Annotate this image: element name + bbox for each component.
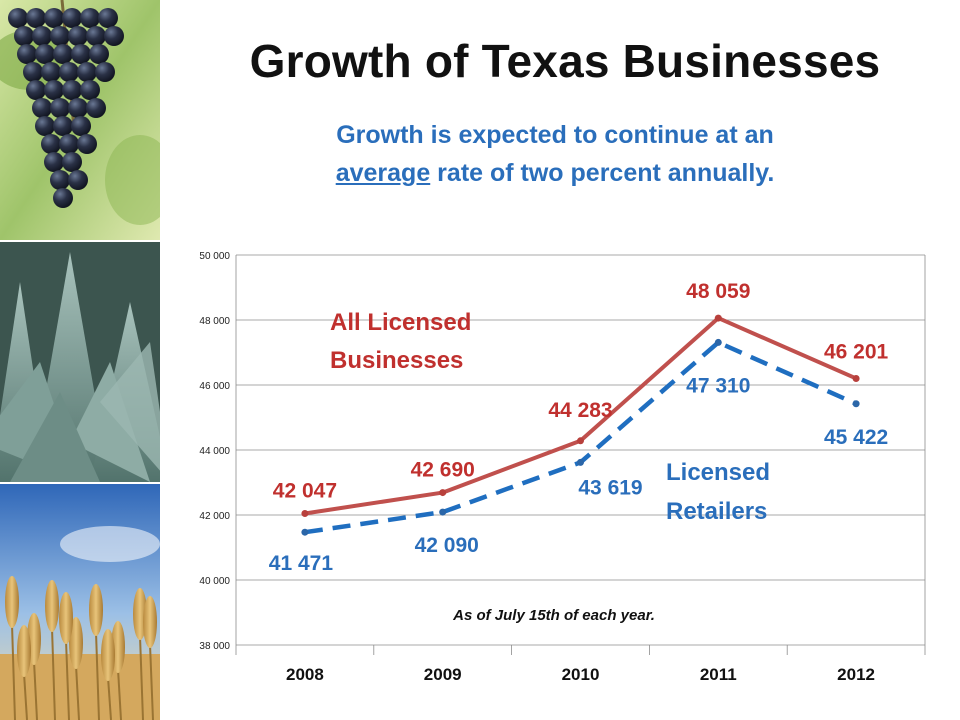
data-point-all-licensed (577, 437, 584, 445)
wheat-photo (0, 484, 160, 720)
data-point-all-licensed (439, 489, 447, 497)
data-label-licensed-retailers: 47 310 (686, 374, 750, 397)
data-labels: 42 047 42 690 44 283 48 059 46 201 41 471 42 0… (269, 280, 889, 575)
subtitle-line-1: Growth is expected to continue at an (336, 121, 774, 149)
x-tick-label: 2008 (286, 665, 324, 684)
data-point-all-licensed (301, 509, 309, 517)
data-label-licensed-retailers: 45 422 (824, 426, 888, 449)
photo-strip (0, 0, 162, 720)
x-tick-label: 2009 (424, 665, 462, 684)
y-tick-label: 50 000 (199, 251, 230, 262)
data-point-licensed-retailers (301, 528, 309, 536)
chart-series (301, 314, 860, 536)
data-point-all-licensed (714, 314, 722, 322)
y-axis-ticks: 38 000 40 000 42 000 44 000 46 000 48 000 50 0… (199, 251, 230, 652)
data-label-licensed-retailers: 43 619 (578, 476, 642, 499)
page-subtitle: Growth is expected to continue at an ave… (250, 116, 860, 192)
subtitle-line-2-rest: rate of two percent annually. (430, 159, 775, 187)
x-tick-label: 2011 (700, 665, 737, 684)
growth-line-chart: 38 000 40 000 42 000 44 000 46 000 48 000 50 0… (199, 251, 926, 684)
y-tick-label: 42 000 (199, 511, 230, 522)
data-label-all-licensed: 44 283 (548, 399, 612, 422)
data-label-all-licensed: 42 690 (411, 459, 475, 482)
series-name-all-licensed-line-1: All Licensed (330, 309, 471, 336)
x-tick-label: 2010 (562, 665, 600, 684)
series-name-all-licensed-line-2: Businesses (330, 347, 463, 374)
y-tick-label: 38 000 (199, 641, 230, 652)
chart-annotation: As of July 15th of each year. (452, 607, 655, 624)
page-title: Growth of Texas Businesses (249, 35, 881, 87)
data-point-licensed-retailers (577, 458, 584, 466)
data-point-licensed-retailers (852, 400, 860, 408)
data-point-licensed-retailers (439, 508, 447, 516)
y-tick-label: 44 000 (199, 446, 230, 457)
data-point-licensed-retailers (714, 338, 722, 346)
grapes-photo (0, 0, 160, 240)
data-label-all-licensed: 46 201 (824, 340, 889, 363)
x-tick-label: 2012 (837, 665, 875, 684)
data-point-all-licensed (852, 374, 860, 382)
x-axis-ticks: 2008 2009 2010 2011 2012 (286, 665, 875, 684)
data-label-all-licensed: 42 047 (273, 479, 337, 502)
data-label-all-licensed: 48 059 (686, 280, 750, 303)
series-name-licensed-retailers-line-2: Retailers (666, 498, 767, 525)
data-label-licensed-retailers: 41 471 (269, 552, 334, 575)
agave-photo (0, 242, 160, 482)
y-tick-label: 48 000 (199, 316, 230, 327)
subtitle-underlined-word: average (335, 159, 431, 187)
y-tick-label: 40 000 (199, 576, 230, 587)
y-tick-label: 46 000 (199, 381, 230, 392)
series-name-licensed-retailers-line-1: Licensed (666, 459, 770, 486)
data-label-licensed-retailers: 42 090 (415, 534, 479, 557)
